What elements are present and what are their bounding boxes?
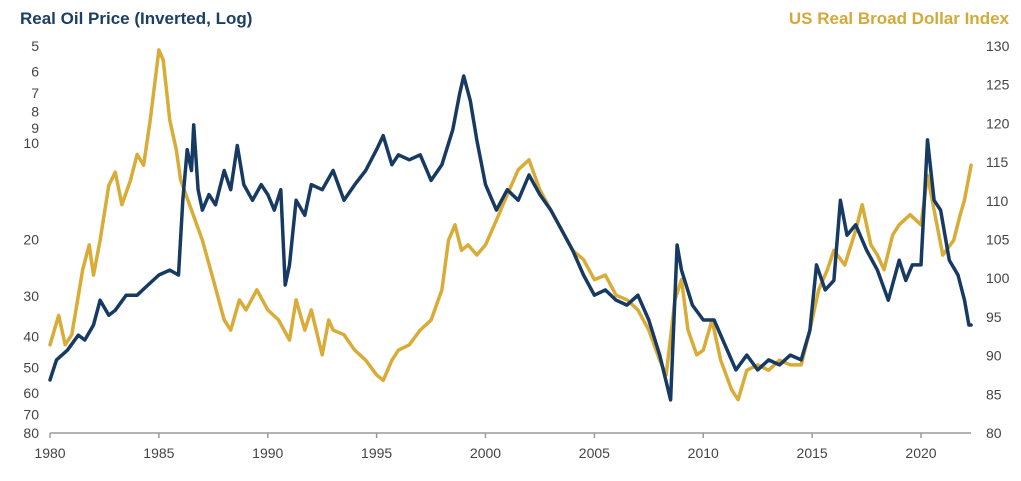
left-y-tick-label: 10 (23, 135, 39, 151)
left-y-tick-label: 40 (23, 328, 39, 344)
left-y-tick-label: 20 (23, 232, 39, 248)
left-axis-title: Real Oil Price (Inverted, Log) (20, 9, 253, 28)
left-y-tick-label: 8 (31, 104, 39, 120)
left-y-tick-label: 6 (31, 63, 39, 79)
x-tick-label: 2010 (688, 445, 719, 461)
left-y-tick-label: 50 (23, 359, 39, 375)
right-y-tick-label: 130 (986, 38, 1010, 54)
right-axis-title: US Real Broad Dollar Index (788, 9, 1009, 28)
x-tick-label: 2020 (905, 445, 936, 461)
x-tick-label: 1995 (361, 445, 392, 461)
left-y-tick-label: 60 (23, 385, 39, 401)
left-y-tick-label: 70 (23, 406, 39, 422)
x-tick-label: 2000 (470, 445, 501, 461)
left-y-tick-label: 80 (23, 425, 39, 441)
right-y-tick-label: 110 (986, 193, 1009, 209)
x-tick-label: 2015 (797, 445, 828, 461)
right-y-tick-label: 85 (986, 386, 1002, 402)
dollar-index-line (48, 48, 973, 402)
left-y-tick-label: 30 (23, 288, 39, 304)
right-y-tick-label: 90 (986, 348, 1002, 364)
left-y-tick-label: 5 (31, 38, 39, 54)
right-y-tick-label: 100 (986, 270, 1010, 286)
right-y-tick-label: 95 (986, 309, 1002, 325)
right-y-tick-label: 80 (986, 425, 1002, 441)
x-tick-label: 1985 (143, 445, 174, 461)
right-y-tick-label: 125 (986, 77, 1010, 93)
right-y-tick-label: 115 (986, 154, 1009, 170)
x-tick-label: 1980 (34, 445, 65, 461)
right-y-tick-label: 120 (986, 115, 1010, 131)
oil-price-line (48, 74, 973, 402)
left-y-tick-label: 9 (31, 120, 39, 136)
x-tick-label: 2005 (579, 445, 610, 461)
x-tick-label: 1990 (252, 445, 283, 461)
right-y-tick-label: 105 (986, 232, 1010, 248)
left-y-tick-label: 7 (31, 85, 39, 101)
